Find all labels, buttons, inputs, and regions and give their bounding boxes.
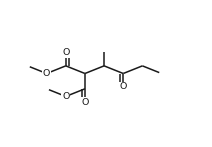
Text: O: O: [62, 92, 70, 101]
Text: O: O: [62, 48, 70, 57]
Text: O: O: [81, 98, 89, 107]
Text: O: O: [43, 69, 50, 78]
Text: O: O: [120, 82, 127, 91]
